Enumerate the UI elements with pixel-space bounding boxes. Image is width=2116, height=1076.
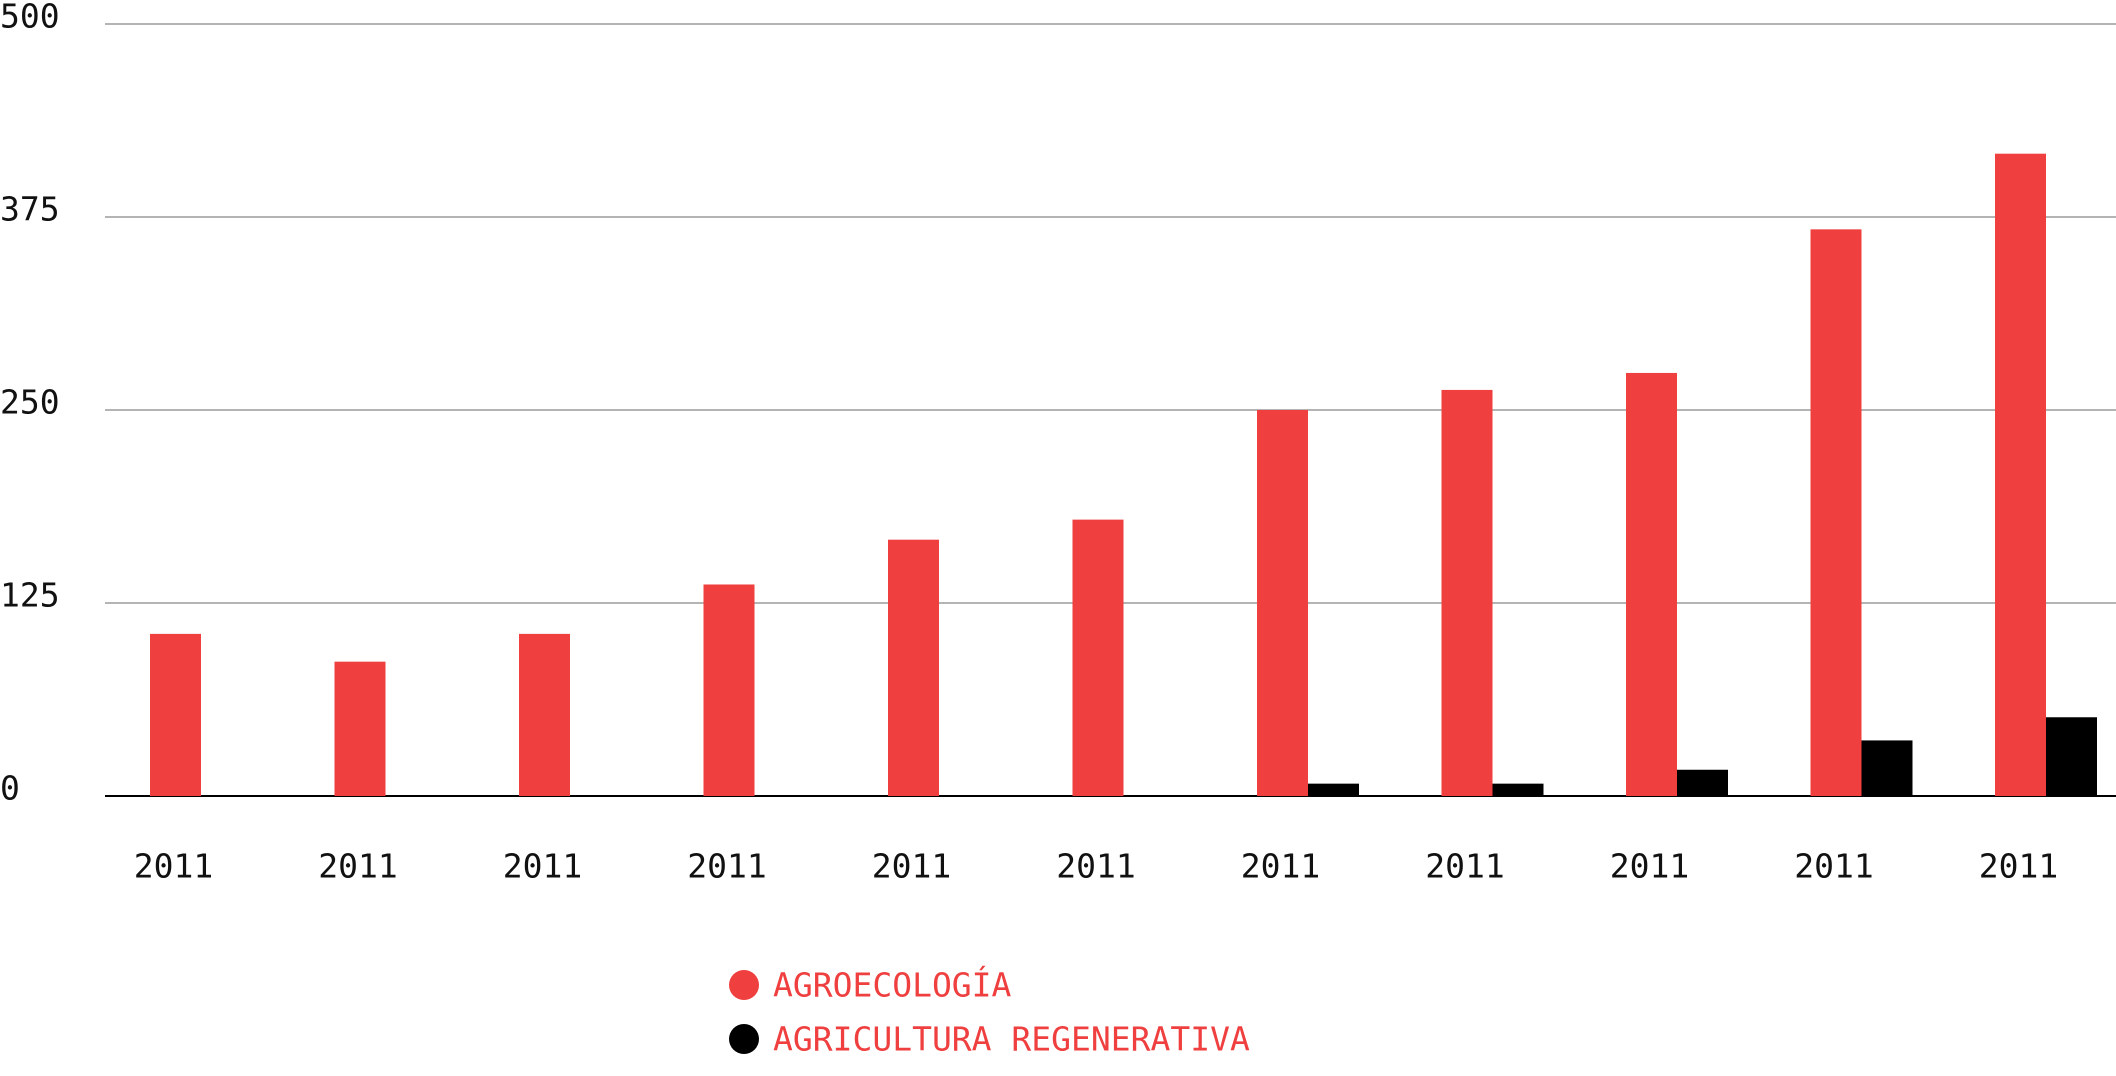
bar xyxy=(1492,783,1544,796)
x-tick-label: 2011 xyxy=(1979,847,2058,886)
y-tick-label: 500 xyxy=(0,0,60,36)
bar xyxy=(1257,410,1308,796)
bar xyxy=(1441,389,1493,796)
bar xyxy=(519,633,570,796)
x-tick-label: 2011 xyxy=(1056,847,1135,886)
legend-label: AGROECOLOGÍA xyxy=(773,965,1012,1005)
y-tick-label: 250 xyxy=(0,383,60,422)
x-tick-label: 2011 xyxy=(687,847,766,886)
bar xyxy=(1072,519,1124,796)
x-tick-label: 2011 xyxy=(134,847,213,886)
bar xyxy=(1626,372,1677,796)
y-tick-label: 0 xyxy=(0,769,20,808)
x-tick-label: 2011 xyxy=(318,847,397,886)
x-tick-label: 2011 xyxy=(1241,847,1320,886)
bar xyxy=(703,584,755,796)
bar xyxy=(334,661,386,796)
bar xyxy=(1861,740,1913,796)
y-tick-label: 125 xyxy=(0,576,60,615)
legend-label: AGRICULTURA REGENERATIVA xyxy=(773,1020,1250,1059)
bar xyxy=(1308,783,1359,796)
x-tick-label: 2011 xyxy=(503,847,582,886)
x-tick-label: 2011 xyxy=(1610,847,1689,886)
bar xyxy=(150,633,201,796)
bar xyxy=(1810,229,1862,797)
x-tick-label: 2011 xyxy=(1794,847,1873,886)
legend-marker xyxy=(729,1024,759,1054)
x-tick-label: 2011 xyxy=(872,847,951,886)
bar xyxy=(1677,769,1728,796)
bar xyxy=(1995,153,2046,797)
y-tick-label: 375 xyxy=(0,190,60,229)
bar xyxy=(888,539,939,796)
bar xyxy=(2046,717,2097,796)
x-tick-label: 2011 xyxy=(1425,847,1504,886)
legend-marker xyxy=(729,970,759,1000)
